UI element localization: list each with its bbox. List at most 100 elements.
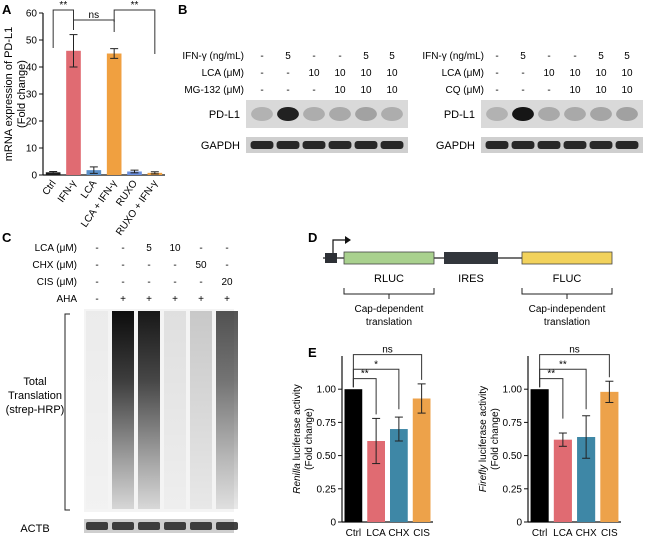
y-tick-label: 40 [26, 63, 38, 74]
condition-label: CHX (μM) [32, 260, 77, 271]
condition-value: - [121, 243, 124, 254]
pdl1-band [277, 107, 299, 121]
x-tick-label: Ctrl [346, 528, 362, 539]
actb-band [164, 522, 186, 530]
condition-value: + [120, 294, 126, 305]
bar-ctrl [530, 389, 549, 522]
translation-lane [138, 311, 160, 509]
significance-label: ** [131, 0, 139, 11]
condition-label: CQ (μM) [445, 85, 484, 96]
cap-indep-label-1: Cap-independent [529, 304, 606, 315]
chart-e-firefly: 0 0.25 0.50 0.75 1.00 Ctrl LCA CHX CIS Firefly lu… [478, 345, 621, 539]
condition-value: 10 [360, 68, 372, 79]
bar-cis [600, 391, 619, 522]
translation-lane [216, 311, 238, 509]
significance-label: ns [382, 345, 393, 356]
significance-bracket [113, 9, 156, 54]
bar-chx [390, 429, 408, 522]
promoter-block [325, 253, 337, 263]
condition-value: - [286, 85, 289, 96]
y-tick-label: 60 [26, 9, 38, 20]
fluc-label: FLUC [553, 273, 582, 285]
condition-value: 10 [569, 68, 581, 79]
condition-value: - [121, 260, 124, 271]
y-tick-label: 0 [31, 171, 37, 182]
significance-label: ns [569, 345, 580, 356]
cap-indep-bracket [521, 288, 613, 299]
gapdh-band [354, 141, 378, 149]
y-tick-label: 50 [26, 36, 38, 47]
condition-value: 5 [520, 51, 526, 62]
y-tick-label: 10 [26, 144, 38, 155]
lane-bracket [64, 313, 70, 511]
blot-b-mg132: IFN-γ (ng/mL) - 5 - - 5 5 LCA (μM) - - 10 10 10 10 MG-… [182, 51, 408, 153]
condition-value: - [312, 51, 315, 62]
pdl1-membrane [481, 100, 643, 128]
condition-value: 5 [389, 51, 395, 62]
condition-value: - [147, 260, 150, 271]
gapdh-band [380, 141, 404, 149]
condition-value: + [198, 294, 204, 305]
promoter-arrowhead-icon [345, 236, 351, 244]
condition-value: 10 [621, 68, 633, 79]
bar-lca-ifn- [106, 53, 122, 175]
condition-label: CIS (μM) [37, 277, 77, 288]
y-tick-label: 0.75 [503, 418, 523, 429]
side-label: (strep-HRP) [6, 404, 65, 416]
condition-label: LCA (μM) [442, 68, 484, 79]
promoter-arrow-icon [332, 239, 346, 253]
bar-lca [553, 439, 572, 522]
ires-label: IRES [458, 273, 484, 285]
rluc-box [343, 251, 435, 265]
condition-label: IFN-γ (ng/mL) [422, 51, 484, 62]
y-tick-label: 30 [26, 90, 38, 101]
gapdh-band [250, 141, 274, 149]
condition-value: - [338, 51, 341, 62]
y-tick-label: 0.50 [503, 451, 523, 462]
condition-value: 5 [146, 243, 152, 254]
condition-value: 20 [221, 277, 233, 288]
condition-value: 5 [624, 51, 630, 62]
condition-value: - [495, 68, 498, 79]
condition-value: - [521, 85, 524, 96]
gapdh-band [615, 141, 639, 149]
condition-value: - [225, 260, 228, 271]
condition-value: 10 [595, 85, 607, 96]
condition-value: - [573, 51, 576, 62]
condition-value: 10 [334, 85, 346, 96]
significance-label: ** [547, 369, 555, 380]
condition-value: 5 [598, 51, 604, 62]
band-label-pdl1: PD-L1 [209, 109, 240, 121]
pdl1-band [486, 107, 508, 121]
bar-ctrl [344, 389, 363, 522]
condition-value: - [95, 277, 98, 288]
condition-value: - [95, 294, 98, 305]
y-tick-label: 0.25 [317, 484, 337, 495]
translation-lane [112, 311, 134, 509]
band-label-actb: ACTB [20, 523, 49, 535]
condition-label: AHA [56, 294, 77, 305]
y-axis-label: Firefly luciferase activity [478, 386, 489, 492]
y-axis-label: (Fold change) [304, 408, 315, 470]
gapdh-band [328, 141, 352, 149]
condition-value: - [260, 68, 263, 79]
pdl1-band [251, 107, 273, 121]
significance-label: ** [361, 369, 369, 380]
x-tick-label: CHX [576, 528, 597, 539]
translation-lane [164, 311, 186, 509]
side-label: Translation [8, 390, 62, 402]
significance-bracket [73, 19, 115, 32]
ires-box [444, 252, 498, 264]
condition-value: 10 [169, 243, 181, 254]
condition-value: - [495, 85, 498, 96]
x-tick-label: LCA [366, 528, 386, 539]
y-tick-label: 1.00 [317, 385, 337, 396]
condition-value: - [95, 260, 98, 271]
pdl1-band [381, 107, 403, 121]
x-tick-label: Ctrl [41, 178, 59, 197]
condition-value: 50 [195, 260, 207, 271]
pdl1-band [303, 107, 325, 121]
actb-band [86, 522, 108, 530]
significance-label: ** [559, 359, 567, 370]
